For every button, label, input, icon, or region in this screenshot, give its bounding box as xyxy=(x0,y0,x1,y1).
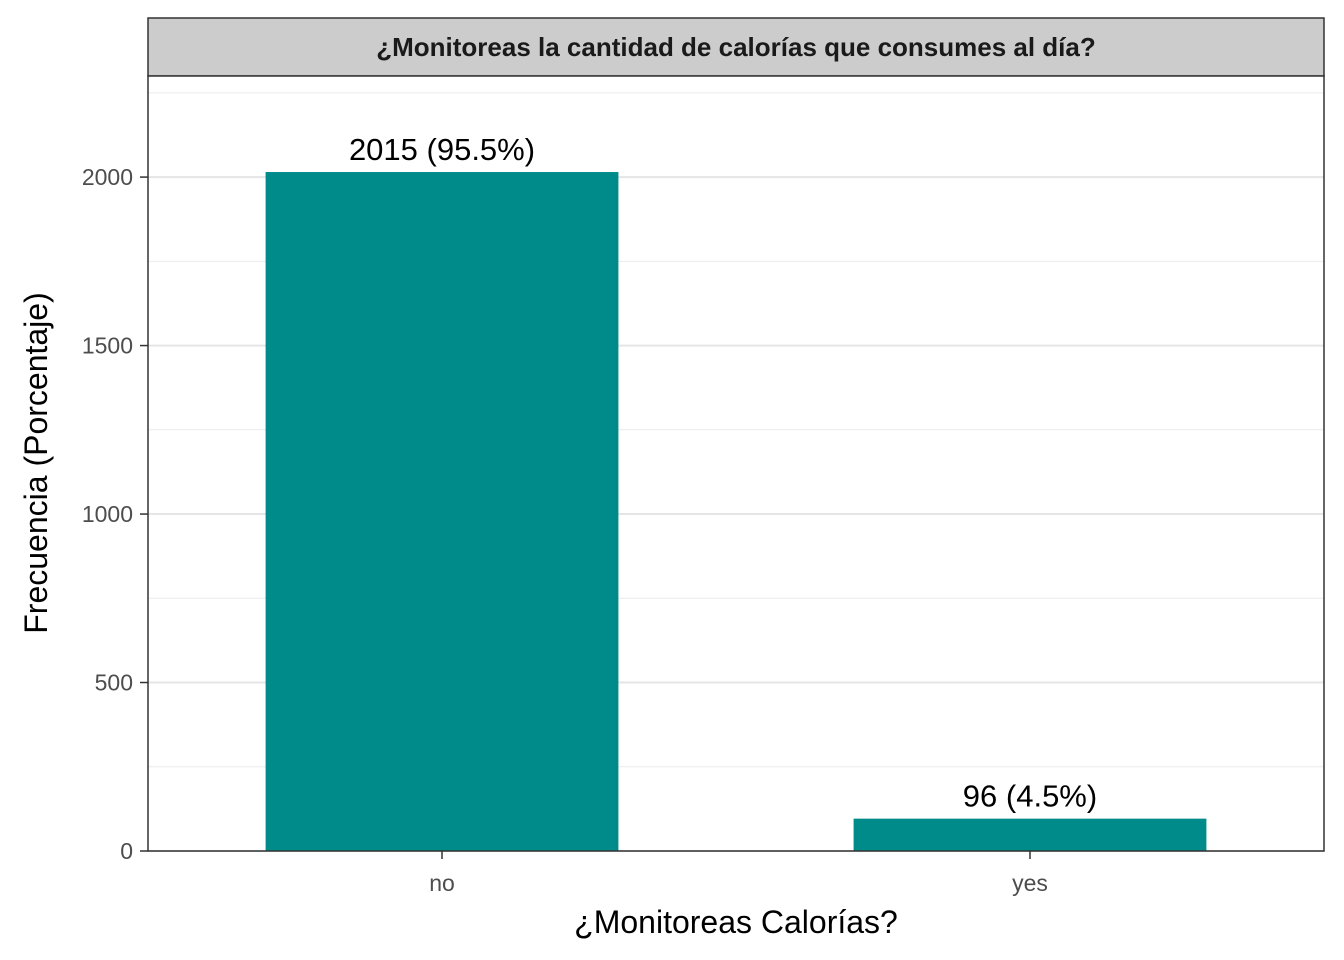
x-axis: no yes xyxy=(429,851,1048,896)
bars xyxy=(265,172,1207,852)
data-labels: 2015 (95.5%) 96 (4.5%) xyxy=(349,132,1097,814)
x-tick-label-yes: yes xyxy=(1012,870,1048,896)
y-tick-label: 500 xyxy=(95,670,133,696)
bar-no xyxy=(265,172,619,852)
data-label-yes: 96 (4.5%) xyxy=(963,779,1097,814)
y-tick-label: 1500 xyxy=(82,333,133,359)
x-axis-title: ¿Monitoreas Calorías? xyxy=(574,904,898,940)
x-tick-label-no: no xyxy=(429,870,455,896)
data-label-no: 2015 (95.5%) xyxy=(349,132,535,167)
y-axis-title: Frecuencia (Porcentaje) xyxy=(18,292,54,633)
y-axis: 0 500 1000 1500 2000 xyxy=(82,164,148,864)
y-tick-label: 0 xyxy=(120,838,133,864)
bar-yes xyxy=(853,818,1207,851)
y-tick-label: 2000 xyxy=(82,164,133,190)
facet-strip xyxy=(147,17,1325,77)
y-tick-label: 1000 xyxy=(82,501,133,527)
facet-title: ¿Monitoreas la cantidad de calorías que … xyxy=(376,32,1096,62)
plot-panel-border xyxy=(147,75,1325,852)
